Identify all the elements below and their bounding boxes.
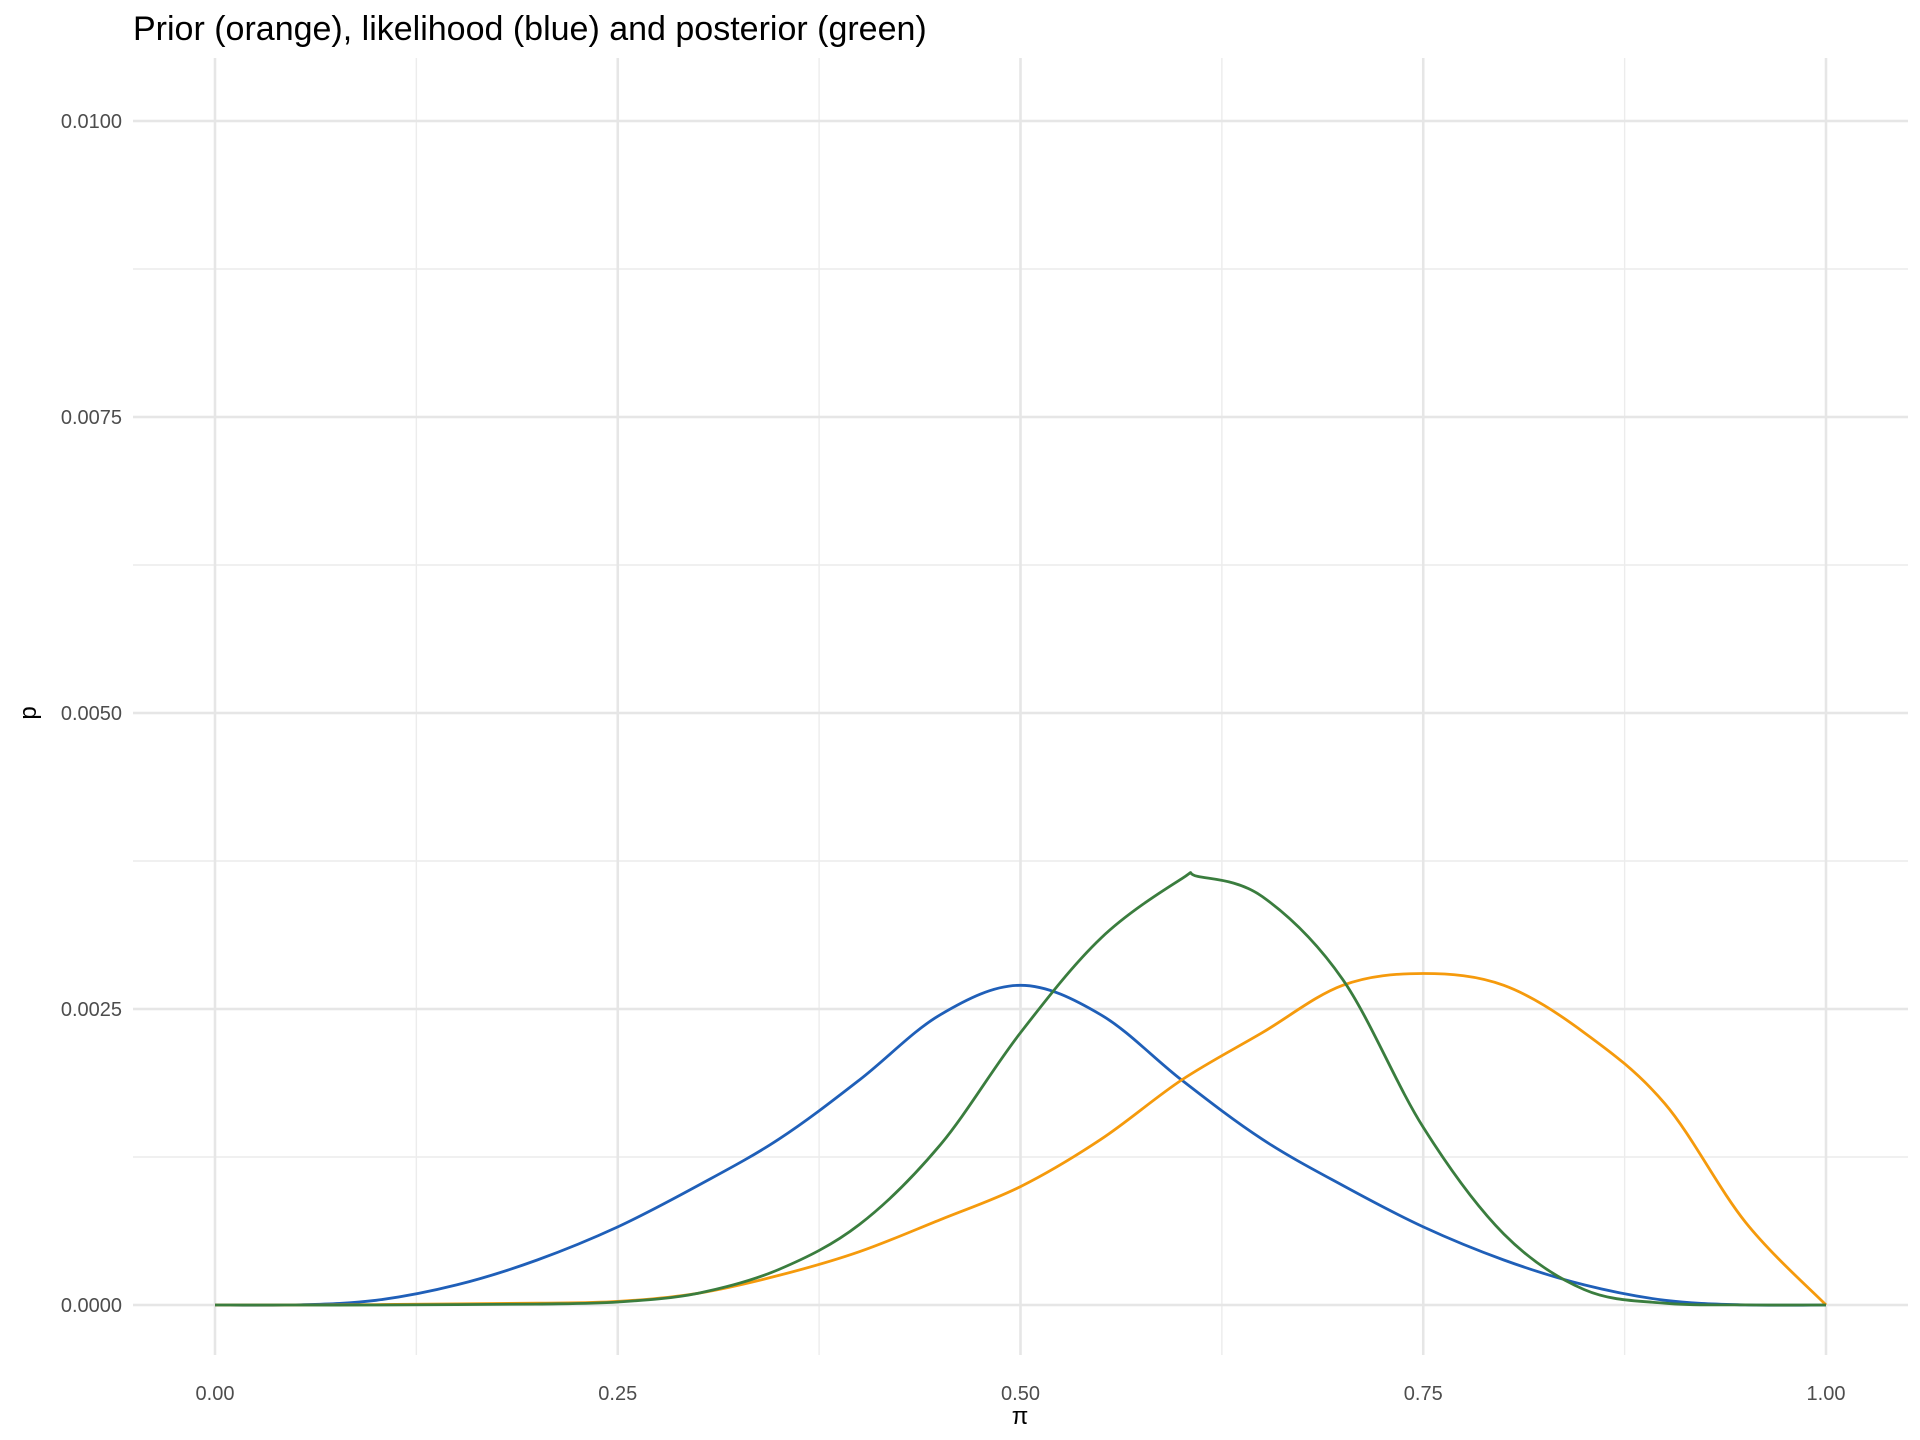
x-tick-label: 0.25 [598,1383,637,1405]
y-tick-label: 0.0100 [61,111,122,133]
y-tick-label: 0.0075 [61,407,122,429]
likelihood-curve [214,983,1827,1307]
x-tick-label: 0.75 [1404,1383,1443,1405]
y-tick-labels: 0.0000 0.0025 0.0050 0.0075 0.0100 [61,111,122,1317]
y-tick-label: 0.0025 [61,999,122,1021]
x-tick-label: 0.50 [1001,1383,1040,1405]
x-axis-label: π [1012,1403,1029,1430]
y-tick-label: 0.0050 [61,703,122,725]
y-axis-label: p [15,706,42,719]
x-tick-labels: 0.00 0.25 0.50 0.75 1.00 [196,1383,1846,1405]
grid [133,58,1908,1355]
y-tick-label: 0.0000 [61,1295,122,1317]
curves [214,871,1828,1307]
posterior-curve [215,871,1827,1307]
x-tick-label: 1.00 [1807,1383,1846,1405]
x-tick-label: 0.00 [196,1383,235,1405]
chart-title: Prior (orange), likelihood (blue) and po… [133,10,927,48]
